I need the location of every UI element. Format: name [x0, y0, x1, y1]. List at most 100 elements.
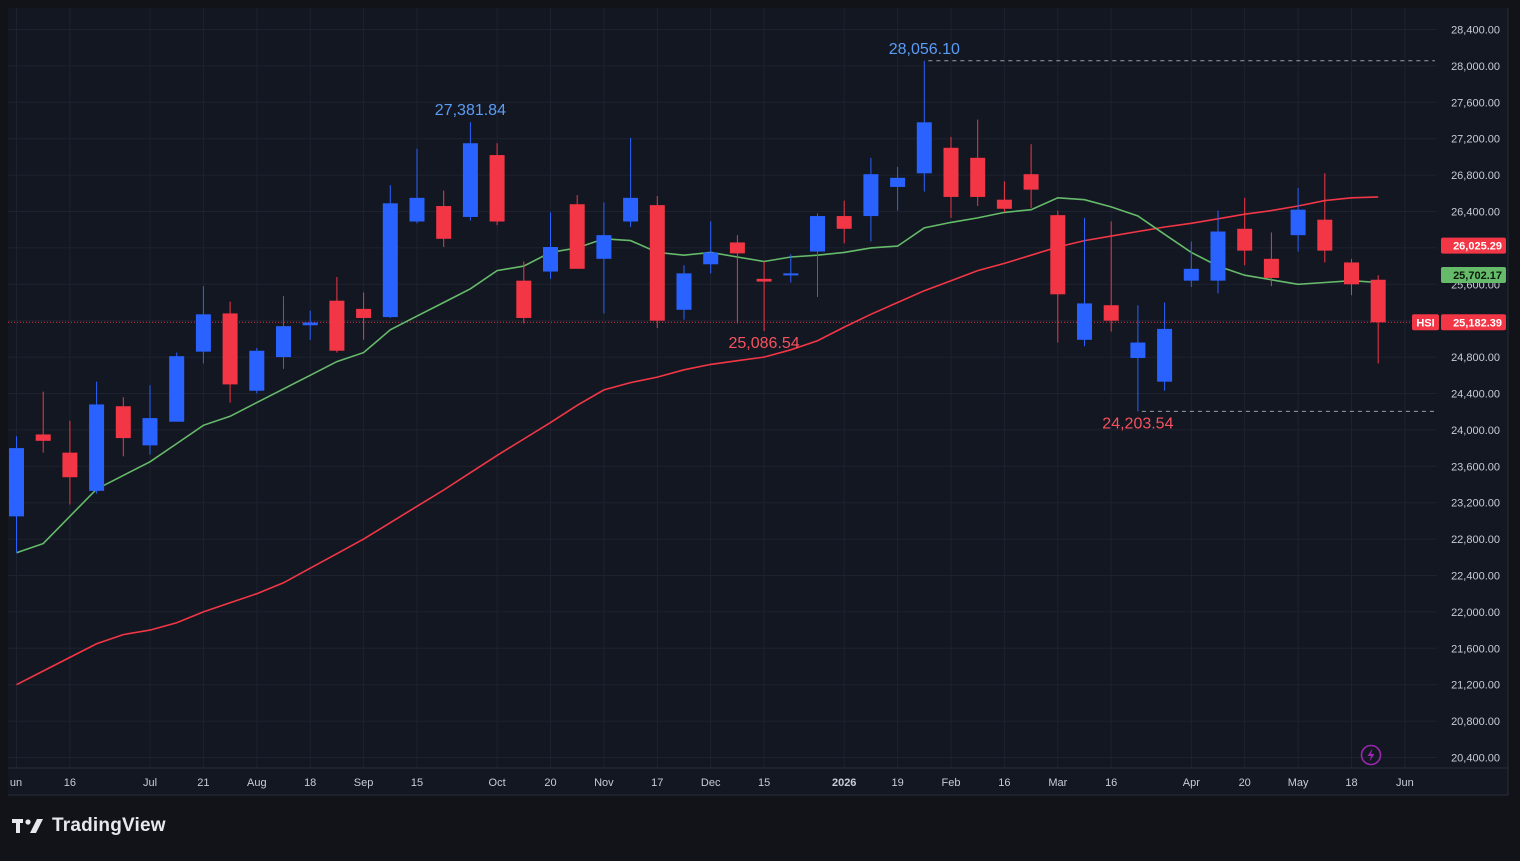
candle: [1263, 232, 1279, 287]
time-tick-label: Aug: [247, 777, 267, 789]
candle: [89, 381, 105, 494]
candle: [569, 195, 585, 269]
candle-body: [970, 157, 986, 197]
candle-body: [890, 177, 906, 187]
price-tick-label: 23,600.00: [1451, 461, 1500, 473]
candle: [35, 391, 51, 453]
candle: [1183, 241, 1199, 288]
candle: [302, 310, 318, 340]
price-tick-label: 21,200.00: [1451, 680, 1500, 692]
candle-body: [996, 199, 1012, 209]
candle: [596, 202, 612, 314]
candle: [1344, 258, 1359, 296]
candle: [863, 157, 879, 242]
price-tick-label: 24,400.00: [1451, 389, 1500, 401]
price-axis-value-text: 25,182.39: [1453, 317, 1502, 329]
candle-body: [276, 326, 291, 358]
candle: [890, 166, 906, 211]
candle: [943, 136, 959, 218]
candle: [409, 148, 425, 224]
price-axis-labels: 26,025.29 25,702.17 25,182.39 HSI: [1412, 237, 1506, 331]
time-tick-label: Jun: [1396, 777, 1414, 789]
candle-body: [195, 314, 211, 352]
candle: [970, 119, 986, 207]
candle-body: [249, 350, 265, 391]
brand-name: TradingView: [52, 815, 166, 836]
candle-body: [756, 278, 772, 282]
candle-body: [729, 242, 745, 254]
price-tick-label: 26,400.00: [1451, 207, 1500, 219]
price-tick-label: 22,400.00: [1451, 571, 1500, 583]
price-tick-label: 28,000.00: [1451, 61, 1500, 73]
candle-body: [62, 452, 78, 478]
time-tick-label: 15: [411, 777, 423, 789]
candle: [382, 185, 398, 318]
price-axis-value-box: [1441, 267, 1506, 284]
candle-body: [409, 197, 425, 222]
price-axis-value-text: 25,702.17: [1453, 270, 1502, 282]
candle: [1023, 144, 1039, 208]
price-tick-label: 27,200.00: [1451, 134, 1500, 146]
time-tick-label: 19: [891, 777, 903, 789]
time-tick-label: 16: [998, 777, 1010, 789]
candle-body: [1344, 262, 1359, 285]
candle-body: [115, 406, 131, 439]
moving-average-fast: [16, 196, 1379, 554]
candle: [543, 212, 558, 279]
replay-button[interactable]: [1360, 744, 1382, 766]
time-tick-label: Sep: [354, 777, 374, 789]
time-tick-label: 16: [64, 777, 76, 789]
candle-body: [356, 308, 372, 318]
candle: [1157, 302, 1173, 391]
price-tick-label: 24,800.00: [1451, 352, 1500, 364]
price-tick-label: 22,800.00: [1451, 534, 1500, 546]
candle-body: [329, 300, 345, 351]
time-axis: un 16 Jul 21 Aug 18 Sep 15 Oct 20 Nov 17 Dec 15 2026 19…: [10, 777, 1414, 789]
candle-body: [222, 313, 238, 385]
candle-body: [169, 356, 185, 422]
candle-body: [863, 174, 879, 217]
candle: [676, 265, 692, 320]
candle-body: [1317, 219, 1333, 251]
candle: [703, 221, 719, 274]
candle-body: [1263, 258, 1279, 278]
candle-body: [810, 216, 825, 252]
symbol-tag-text: HSI: [1416, 317, 1434, 329]
candle: [1130, 305, 1146, 412]
tradingview-logo[interactable]: TradingView: [12, 813, 166, 839]
candle-body: [943, 147, 959, 197]
lightning-icon-ring: [1360, 744, 1382, 766]
candle-body: [142, 418, 158, 446]
price-tick-label: 22,000.00: [1451, 607, 1500, 619]
candle-body: [436, 206, 452, 239]
grid: [8, 8, 1437, 768]
candle: [436, 190, 452, 247]
candle: [1103, 221, 1119, 332]
candle: [1290, 187, 1306, 252]
symbol-tag-box: [1412, 314, 1439, 331]
time-tick-label: 17: [651, 777, 663, 789]
time-tick-label: 20: [544, 777, 556, 789]
candle-body: [1183, 268, 1199, 281]
time-tick-label: Apr: [1183, 777, 1200, 789]
candle-body: [676, 273, 692, 310]
time-tick-label: 20: [1239, 777, 1251, 789]
candle-body: [382, 203, 398, 318]
candle-body: [1077, 303, 1092, 340]
time-tick-label: 18: [304, 777, 316, 789]
candle: [462, 122, 478, 221]
time-tick-label: un: [10, 777, 22, 789]
candle: [169, 352, 185, 422]
candle: [329, 277, 345, 353]
price-axis-value-box: [1441, 314, 1506, 331]
time-tick-label: May: [1288, 777, 1309, 789]
candle-body: [489, 155, 505, 222]
price-tick-label: 23,200.00: [1451, 498, 1500, 510]
candle: [222, 301, 238, 403]
candle: [142, 385, 158, 455]
candle-body: [302, 322, 318, 326]
candle: [356, 292, 372, 340]
price-tick-label: 24,000.00: [1451, 425, 1500, 437]
